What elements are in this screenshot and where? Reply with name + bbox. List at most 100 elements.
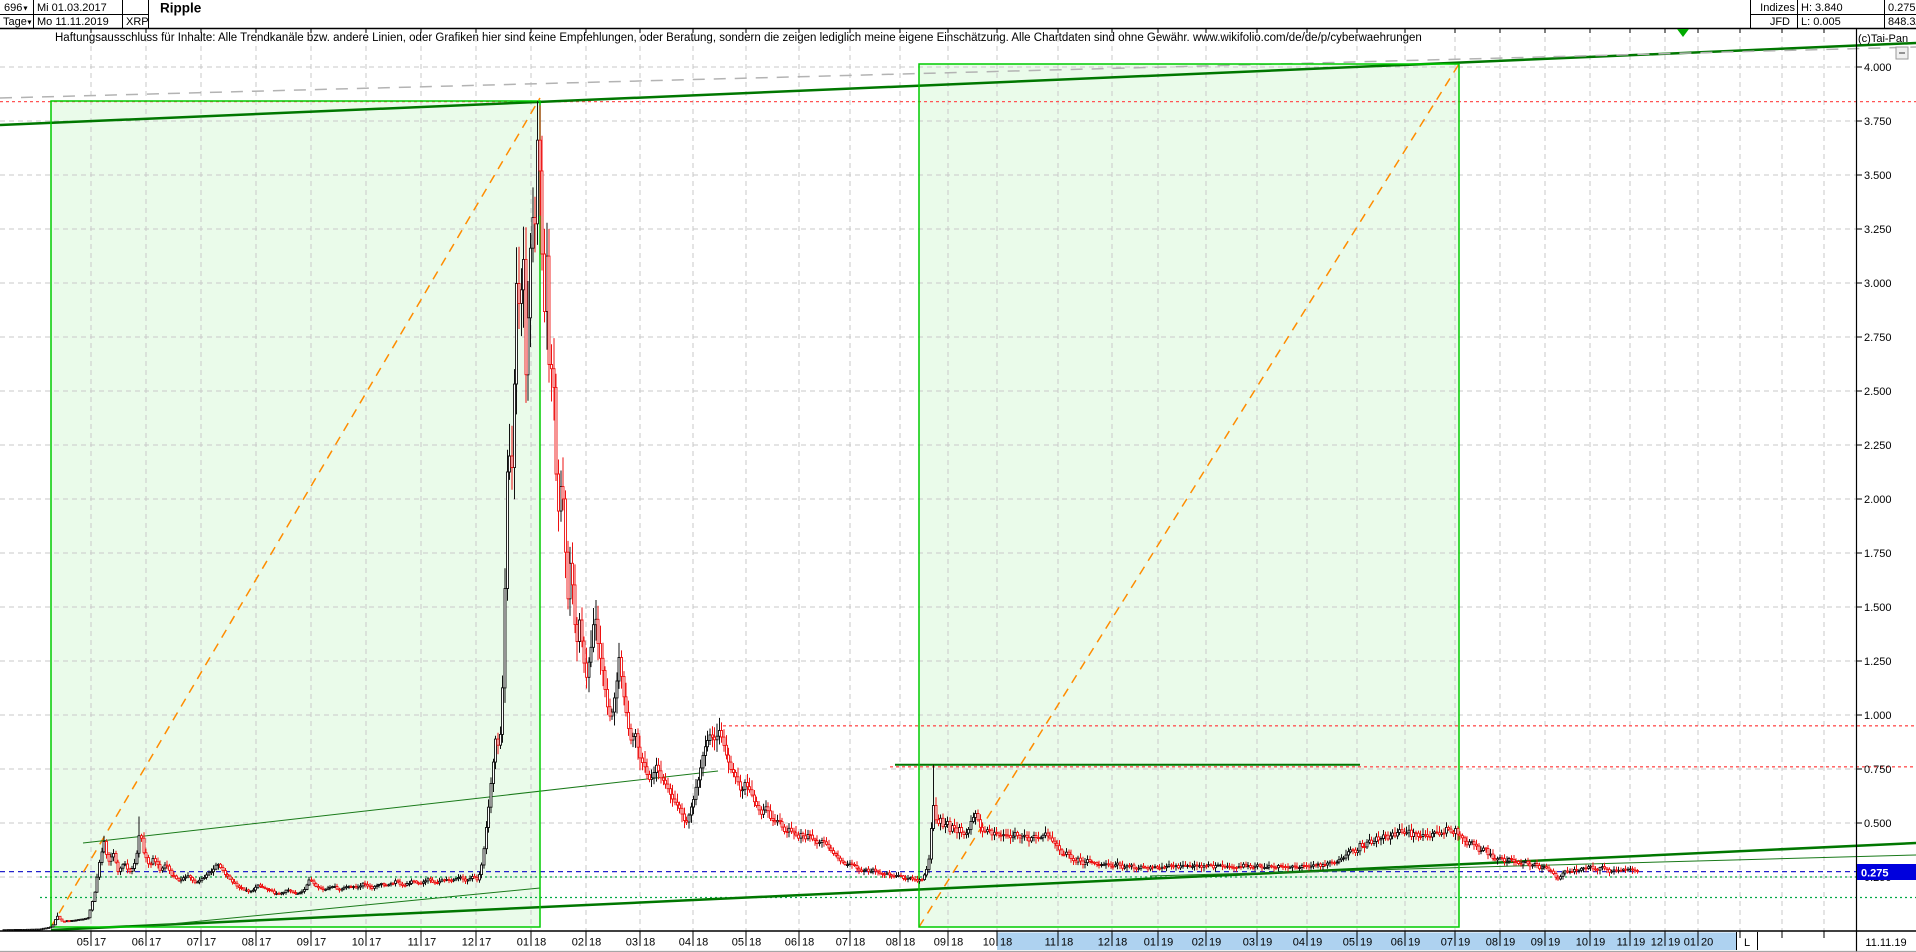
trendline <box>918 63 1460 928</box>
x-axis-label-month: 11 <box>1045 937 1056 949</box>
x-axis-label-year: 19 <box>1310 937 1322 949</box>
svg-text:Tage: Tage <box>3 16 27 28</box>
x-axis-label-year: 19 <box>1548 937 1560 949</box>
x-axis-label-month: 04 <box>679 937 691 949</box>
watermark: (c)Tai-Pan <box>1858 33 1908 45</box>
x-axis-label-month: 02 <box>1192 937 1204 949</box>
symbol-label: XRP <box>126 16 149 28</box>
last-price-header: 0.275 <box>1888 2 1916 14</box>
x-axis-label-month: 06 <box>785 937 797 949</box>
trendline <box>50 841 1916 932</box>
y-axis-label: 3.250 <box>1864 224 1892 236</box>
x-axis-label-year: 18 <box>1000 937 1012 949</box>
x-axis-label-year: 18 <box>1115 937 1127 949</box>
x-axis-label-month: 09 <box>297 937 309 949</box>
volume-info: 848.3/0.24 <box>1888 16 1916 28</box>
x-axis-label-year: 19 <box>1503 937 1515 949</box>
x-axis-label-month: 04 <box>1293 937 1305 949</box>
x-axis-label-year: 19 <box>1408 937 1420 949</box>
x-axis-label-month: 08 <box>886 937 898 949</box>
y-axis-label: 0.500 <box>1864 818 1892 830</box>
x-axis-label-month: 05 <box>732 937 744 949</box>
x-axis-label-year: 18 <box>696 937 708 949</box>
y-axis-label: 2.750 <box>1864 332 1892 344</box>
y-axis-label: 2.500 <box>1864 386 1892 398</box>
date-from: Mi 01.03.2017 <box>37 2 107 14</box>
y-axis-label: 2.000 <box>1864 494 1892 506</box>
x-axis-label-year: 19 <box>1360 937 1372 949</box>
x-axis-label-year: 17 <box>94 937 106 949</box>
x-axis-label-year: 18 <box>534 937 546 949</box>
x-axis-label-month: 08 <box>1486 937 1498 949</box>
high-value: H: 3.840 <box>1801 2 1843 14</box>
date-to: Mo 11.11.2019 <box>37 16 109 28</box>
month-tick-marks <box>90 28 1825 946</box>
grid-dashed-lines <box>0 28 1856 931</box>
axes: 05 17 06 17 07 17 08 17 09 17 10 17 11 17 12 17 01 18 02 18… <box>77 28 1892 950</box>
chevron-down-icon: ▼ <box>26 20 33 27</box>
x-axis-label-year: 18 <box>903 937 915 949</box>
gridlines <box>0 28 1856 931</box>
y-axis-label: 3.000 <box>1864 278 1892 290</box>
x-axis-label-month: 06 <box>1391 937 1403 949</box>
collapse-button[interactable] <box>1895 46 1909 60</box>
x-axis-label-year: 19 <box>1668 937 1680 949</box>
chevron-down-icon: ▼ <box>22 6 29 13</box>
y-axis-label: 3.750 <box>1864 116 1892 128</box>
trendline <box>0 41 1916 127</box>
x-axis-label-month: 06 <box>132 937 144 949</box>
trendline <box>50 97 541 928</box>
x-axis-label-month: 12 <box>1651 937 1663 949</box>
broker-label: JFD <box>1770 16 1790 28</box>
candlestick-series <box>2 101 1639 932</box>
x-axis-label-month: 12 <box>462 937 474 949</box>
x-axis-label-year: 20 <box>1701 937 1713 949</box>
x-axis-label-year: 19 <box>1593 937 1605 949</box>
trend-channel-border <box>918 63 1460 928</box>
trend-channel-boxes <box>51 64 1459 927</box>
x-axis-label-year: 19 <box>1209 937 1221 949</box>
x-axis-label-month: 10 <box>1576 937 1588 949</box>
x-axis-label-year: 18 <box>1061 937 1073 949</box>
x-axis-label-year: 18 <box>853 937 865 949</box>
y-axis-label: 1.000 <box>1864 710 1892 722</box>
date-range-highlight <box>997 932 1736 950</box>
l-cell-borders <box>1736 932 1758 950</box>
period-dropdown[interactable]: Tage ▼ <box>3 16 33 28</box>
plot-borders <box>0 27 1916 932</box>
last-price-tag: 0.275 <box>1857 864 1916 880</box>
x-axis-label-month: 03 <box>1243 937 1255 949</box>
x-axis-label-month: 11 <box>408 937 419 949</box>
x-axis-label-year: 17 <box>259 937 271 949</box>
x-axis-label-month: 01 <box>517 937 529 949</box>
x-axis-label-year: 18 <box>643 937 655 949</box>
x-axis-label-year: 19 <box>1161 937 1173 949</box>
x-axis-label-year: 18 <box>589 937 601 949</box>
x-axis-label-month: 01 <box>1144 937 1156 949</box>
x-axis-label-month: 11 <box>1617 937 1628 949</box>
header-bar: 696 ▼ Tage ▼ Mi 01.03.2017 Mo 11.11.2019… <box>0 0 1916 28</box>
y-axis-label: 3.500 <box>1864 170 1892 182</box>
x-axis-label-month: 05 <box>1343 937 1355 949</box>
split-marker-icon[interactable] <box>1677 29 1689 37</box>
last-price-tag-value: 0.275 <box>1861 868 1889 880</box>
x-axis-label-year: 17 <box>479 937 491 949</box>
trendline <box>139 887 541 928</box>
x-axis-label-year: 19 <box>1260 937 1272 949</box>
candle-bodies-down <box>58 139 1639 923</box>
x-axis-label-month: 10 <box>983 937 995 949</box>
y-axis-label: 1.250 <box>1864 656 1892 668</box>
bars-count-dropdown[interactable]: 696 ▼ <box>4 2 29 14</box>
x-axis-label-year: 18 <box>951 937 963 949</box>
disclaimer-text: Haftungsausschluss für Inhalte: Alle Tre… <box>55 32 1422 44</box>
x-axis-label-month: 02 <box>572 937 584 949</box>
x-axis-label-year: 17 <box>204 937 216 949</box>
x-axis-label-month: 07 <box>1441 937 1453 949</box>
y-axis-label: 2.250 <box>1864 440 1892 452</box>
instrument-title: Ripple <box>160 1 202 16</box>
y-axis-label: 0.750 <box>1864 764 1892 776</box>
x-axis-label-year: 17 <box>424 937 436 949</box>
